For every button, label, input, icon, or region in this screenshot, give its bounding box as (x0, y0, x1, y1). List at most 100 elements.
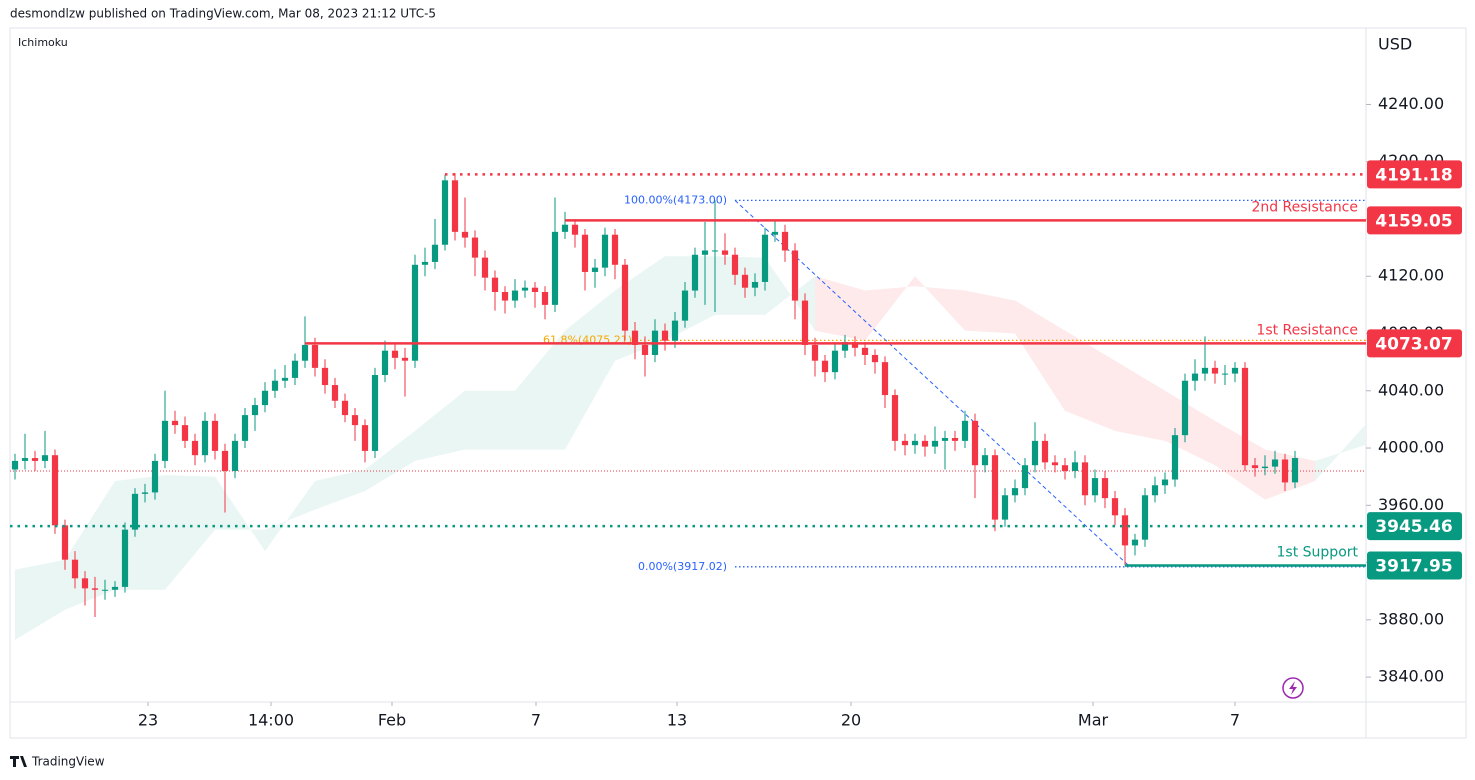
cloud-segment (915, 276, 965, 331)
candle-body (81, 578, 89, 589)
price-label-box (1367, 329, 1462, 358)
y-tick-label: 4000.00 (1378, 438, 1444, 457)
candle-body (711, 250, 719, 252)
candle-body (591, 267, 599, 272)
candle-body (611, 234, 619, 265)
candle-body (921, 440, 929, 447)
alert-icon[interactable] (1282, 677, 1304, 699)
candle-body (291, 360, 299, 378)
candle-body (101, 589, 109, 591)
candle-body (381, 350, 389, 376)
candle-body (421, 261, 429, 265)
candle-body (841, 342, 849, 351)
cloud-segment (815, 276, 865, 341)
candle-body (131, 493, 139, 530)
candle-body (241, 415, 249, 441)
candle-body (441, 180, 449, 245)
plot: 100.00%(4173.00)61.8%(4075.21)0.00%(3917… (10, 173, 1366, 640)
publisher: desmondlzw published on TradingView.com,… (10, 7, 436, 21)
fib-label: 0.00%(3917.02) (638, 560, 727, 573)
candle-body (701, 250, 709, 255)
candle-body (601, 234, 609, 268)
indicator-label: Ichimoku (18, 36, 68, 49)
candle-body (1281, 459, 1289, 483)
candle-body (741, 274, 749, 288)
price-label-box (1367, 551, 1462, 580)
cloud-segment (365, 430, 415, 491)
candle-body (321, 367, 329, 386)
candle-body (1221, 373, 1229, 375)
candle-body (761, 234, 769, 282)
candle-body (771, 231, 779, 235)
candle-body (581, 234, 589, 272)
cloud-segment (465, 390, 515, 450)
candle-body (431, 244, 439, 262)
level-name: 1st Resistance (1256, 322, 1358, 338)
price-label: 3917.95 (1375, 556, 1452, 576)
price-label: 4159.05 (1375, 211, 1452, 231)
cloud-segment (715, 256, 765, 315)
alert-bolt (1289, 681, 1297, 695)
candle-body (851, 342, 859, 348)
level-name: 2nd Resistance (1251, 199, 1358, 215)
candle-body (551, 231, 559, 305)
candle-body (721, 250, 729, 255)
cloud-segment (1215, 420, 1265, 500)
candle-body (501, 291, 509, 301)
candle-body (11, 460, 19, 470)
fib-trend-line (734, 199, 1131, 568)
candle-body (831, 350, 839, 373)
candle-body (181, 425, 189, 441)
x-tick-label: 14:00 (248, 711, 294, 730)
y-tick-label: 3840.00 (1378, 667, 1444, 686)
x-tick-label: 7 (531, 711, 541, 730)
candle-body (201, 420, 209, 456)
candle-body (301, 344, 309, 361)
candle-body (161, 420, 169, 461)
candle-body (281, 377, 289, 381)
candle-body (901, 440, 909, 446)
cloud-segment (265, 480, 315, 552)
x-tick-label: 13 (667, 711, 687, 730)
candle-body (801, 300, 809, 345)
candle-body (31, 458, 39, 461)
x-tick-label: Mar (1078, 711, 1109, 730)
candle-body (21, 458, 29, 461)
candle-body (311, 344, 319, 368)
y-tick-label: 4240.00 (1378, 94, 1444, 113)
candle-body (1171, 435, 1179, 480)
candle-body (111, 586, 119, 590)
candle-body (541, 291, 549, 305)
candle-body (1031, 440, 1039, 466)
candle-body (271, 380, 279, 391)
candle-body (471, 237, 479, 258)
candle-body (1261, 466, 1269, 469)
candle-body (451, 180, 459, 232)
candle-body (341, 400, 349, 416)
candle-body (481, 257, 489, 278)
candle-body (51, 455, 59, 526)
x-tick-label: 7 (1230, 711, 1240, 730)
candle-body (941, 438, 949, 441)
candle-body (521, 287, 529, 291)
candle-body (1161, 479, 1169, 486)
candle-body (691, 254, 699, 291)
candle-body (171, 420, 179, 426)
fib-label: 100.00%(4173.00) (624, 193, 727, 206)
candle-body (1091, 478, 1099, 496)
candle-body (751, 281, 759, 288)
candle-body (931, 440, 939, 447)
candle-body (891, 395, 899, 441)
candle-body (731, 254, 739, 275)
candle-body (391, 350, 399, 358)
cloud-segment (565, 290, 615, 450)
candle-body (961, 420, 969, 441)
level-name: 1st Support (1277, 544, 1359, 560)
candle-body (871, 354, 879, 363)
candle-body (911, 440, 919, 446)
candle-body (661, 330, 669, 341)
candle-body (1181, 380, 1189, 436)
candle-body (671, 320, 679, 341)
candle-body (1211, 367, 1219, 374)
cloud-segment (515, 330, 565, 450)
